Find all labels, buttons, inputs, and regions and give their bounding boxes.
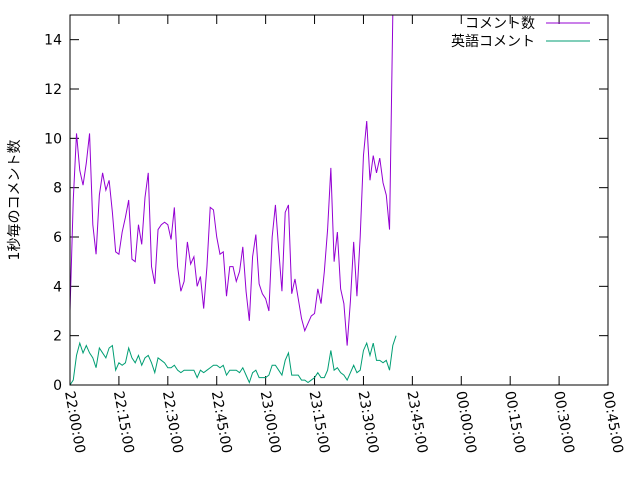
series-line-1: [69, 14, 394, 346]
x-tick-label: 23:30:00: [355, 390, 382, 455]
x-tick-label: 22:15:00: [110, 390, 137, 455]
x-tick-label: 23:15:00: [306, 390, 333, 455]
y-tick-label: 12: [44, 82, 62, 98]
y-tick-label: 10: [44, 131, 62, 147]
x-tick-label: 00:45:00: [599, 390, 626, 455]
y-tick-label: 14: [44, 33, 62, 49]
axis-ticks: 0 2 4 6 8 10 12 14 22:00:00 22:15:00 22:30:00 22:45…: [44, 15, 626, 455]
series-lines: [69, 14, 397, 386]
y-tick-label: 2: [53, 329, 62, 345]
y-tick-label: 6: [53, 230, 62, 246]
x-tick-label: 22:45:00: [208, 390, 235, 455]
x-tick-label: 22:00:00: [61, 390, 88, 455]
legend-label-1: コメント数: [465, 16, 535, 32]
x-tick-label: 22:30:00: [159, 390, 186, 455]
x-tick-label: 00:15:00: [501, 390, 528, 455]
x-tick-label: 00:30:00: [550, 390, 577, 455]
legend-label-2: 英語コメント: [451, 33, 535, 50]
x-tick-label: 00:00:00: [452, 390, 479, 455]
x-tick-label: 23:00:00: [257, 390, 284, 455]
x-tick-label: 23:45:00: [403, 390, 430, 455]
y-tick-label: 0: [53, 378, 62, 394]
series-line-2: [69, 335, 397, 386]
y-tick-label: 4: [53, 279, 62, 295]
plot-frame: [69, 14, 609, 386]
y-axis-label: 1秒毎のコメント数: [7, 140, 23, 261]
y-tick-label: 8: [53, 181, 62, 197]
